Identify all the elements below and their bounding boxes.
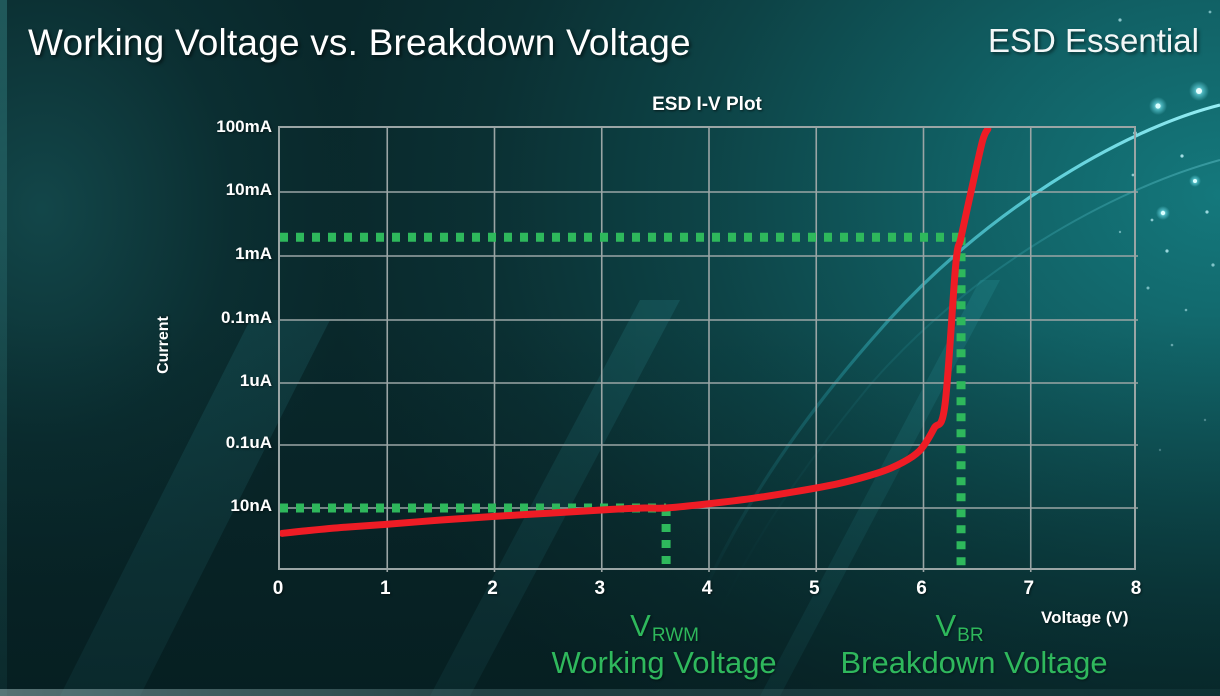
x-axis-ticks: 0 1 2 3 4 5 6 7 8 xyxy=(273,578,1142,606)
y-tick-label: 100mA xyxy=(216,117,272,136)
y-axis-title: Current xyxy=(155,316,172,374)
gridlines xyxy=(280,128,1138,572)
x-axis-title: Voltage (V) xyxy=(1041,608,1129,627)
x-tick-label: 5 xyxy=(808,578,820,599)
vrwm-caption: Working Voltage xyxy=(551,645,777,680)
vbr-symbol: VBR xyxy=(935,608,984,646)
page-title: Working Voltage vs. Breakdown Voltage xyxy=(28,22,691,63)
brand-label: ESD Essential xyxy=(988,22,1199,59)
vrwm-symbol: VRWM xyxy=(630,608,700,646)
y-tick-label: 10mA xyxy=(225,180,272,199)
x-tick-label: 4 xyxy=(701,578,713,599)
x-tick-label: 8 xyxy=(1130,578,1142,599)
y-tick-label: 0.1mA xyxy=(220,308,272,327)
y-tick-label: 10nA xyxy=(230,496,272,515)
y-tick-label: 0.1uA xyxy=(225,433,272,452)
left-edge-strip xyxy=(0,0,7,696)
x-tick-label: 7 xyxy=(1023,578,1035,599)
x-tick-label: 2 xyxy=(487,578,498,599)
iv-curve xyxy=(280,128,992,537)
x-tick-label: 0 xyxy=(272,578,284,599)
background-left-glow xyxy=(0,0,520,696)
plot-canvas xyxy=(280,128,1138,572)
bottom-edge-bar xyxy=(0,689,1220,696)
chart-title: ESD I-V Plot xyxy=(652,94,762,115)
plot-area xyxy=(278,126,1138,572)
y-tick-label: 1mA xyxy=(235,244,272,263)
y-tick-label: 1uA xyxy=(239,371,272,390)
x-tick-label: 6 xyxy=(916,578,927,599)
x-tick-label: 1 xyxy=(379,578,391,599)
vbr-caption: Breakdown Voltage xyxy=(840,645,1108,680)
x-tick-label: 3 xyxy=(594,578,606,599)
y-axis-ticks: 10nA 0.1uA 1uA 0.1mA 1mA 10mA 100mA xyxy=(190,117,272,570)
